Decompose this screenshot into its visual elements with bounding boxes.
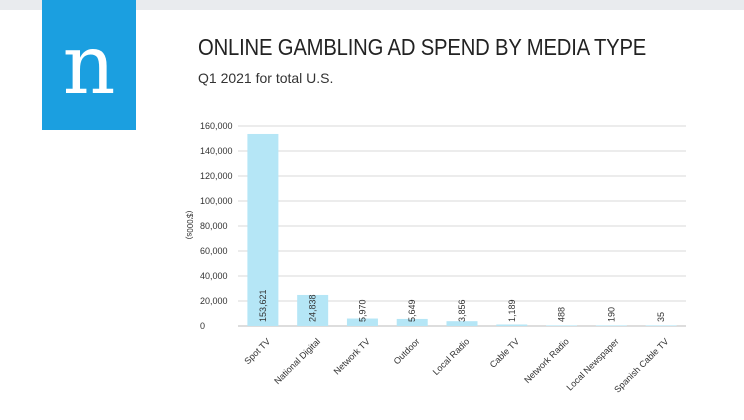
y-tick-label: 140,000 xyxy=(200,146,233,156)
category-label: Cable TV xyxy=(488,336,521,369)
value-label: 190 xyxy=(606,307,616,322)
value-label: 153,621 xyxy=(258,289,268,322)
bar xyxy=(595,325,627,326)
bar xyxy=(546,325,578,326)
value-label: 24,838 xyxy=(308,294,318,322)
value-label: 488 xyxy=(557,307,567,322)
bar xyxy=(446,321,478,326)
value-label: 5,970 xyxy=(357,299,367,322)
bars xyxy=(247,133,677,326)
y-tick-label: 160,000 xyxy=(200,121,233,131)
chart-title: ONLINE GAMBLING AD SPEND BY MEDIA TYPE xyxy=(198,34,647,60)
category-label: Spot TV xyxy=(242,336,272,366)
bar xyxy=(247,133,279,326)
y-tick-label: 120,000 xyxy=(200,171,233,181)
y-tick-label: 40,000 xyxy=(200,271,228,281)
category-label: Local Newspaper xyxy=(564,336,620,392)
bar xyxy=(496,324,528,326)
bar xyxy=(645,325,677,326)
value-label: 35 xyxy=(656,312,666,322)
category-label: Network TV xyxy=(332,336,372,376)
logo-letter: n xyxy=(62,18,116,113)
category-label: Local Radio xyxy=(431,336,472,377)
value-label: 1,189 xyxy=(507,299,517,322)
value-label: 5,649 xyxy=(407,299,417,322)
nielsen-logo: n xyxy=(42,0,136,130)
value-labels: 153,621 24,838 5,970 5,649 3,856 1,189 488 190 3… xyxy=(258,289,666,322)
chart-subtitle: Q1 2021 for total U.S. xyxy=(198,70,334,86)
y-tick-label: 20,000 xyxy=(200,296,228,306)
category-label: Network Radio xyxy=(522,336,571,385)
y-tick-label: 100,000 xyxy=(200,196,233,206)
y-axis-label: ($'000s) xyxy=(185,211,194,240)
bar xyxy=(396,318,428,326)
top-bar xyxy=(0,0,744,10)
y-axis-ticks: 0 20,000 40,000 60,000 80,000 100,000 120,000 1… xyxy=(200,121,233,331)
bar xyxy=(297,294,329,326)
y-tick-label: 60,000 xyxy=(200,246,228,256)
value-label: 3,856 xyxy=(457,299,467,322)
bar xyxy=(346,318,378,326)
category-label: Spanish Cable TV xyxy=(612,336,670,394)
y-tick-label: 0 xyxy=(200,321,205,331)
category-label: National Digital xyxy=(272,336,322,386)
y-tick-label: 80,000 xyxy=(200,221,228,231)
category-labels: Spot TV National Digital Network TV Outdoor… xyxy=(242,336,670,394)
category-label: Outdoor xyxy=(392,336,422,366)
